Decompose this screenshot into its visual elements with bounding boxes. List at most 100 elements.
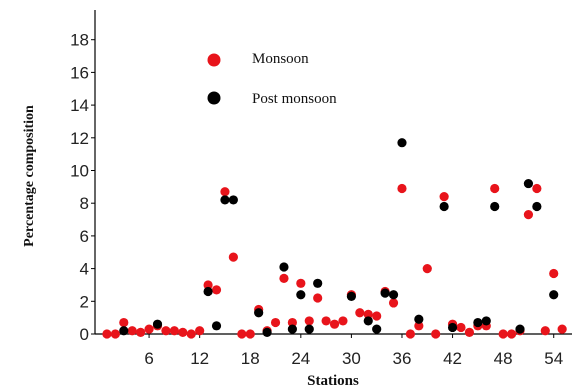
point-monsoon bbox=[270, 317, 281, 328]
point-post-monsoon bbox=[304, 324, 314, 334]
point-monsoon bbox=[540, 326, 550, 336]
point-post-monsoon bbox=[515, 324, 525, 334]
point-monsoon bbox=[523, 210, 534, 220]
point-monsoon bbox=[161, 326, 171, 336]
point-post-monsoon bbox=[481, 316, 491, 326]
point-monsoon bbox=[321, 316, 331, 326]
point-monsoon bbox=[110, 329, 120, 339]
x-tick-label: 36 bbox=[393, 349, 412, 368]
point-monsoon bbox=[178, 327, 188, 337]
point-monsoon bbox=[203, 280, 213, 290]
point-monsoon bbox=[549, 268, 559, 279]
legend-label-post-monsoon: Post monsoon bbox=[252, 91, 337, 107]
point-post-monsoon bbox=[119, 326, 129, 336]
y-tick-label: 2 bbox=[80, 292, 89, 311]
y-tick-label: 6 bbox=[80, 227, 89, 246]
point-monsoon bbox=[127, 326, 137, 336]
legend-label-monsoon: Monsoon bbox=[252, 51, 309, 67]
y-tick-label: 14 bbox=[70, 96, 89, 115]
point-post-monsoon bbox=[203, 286, 213, 297]
point-monsoon bbox=[228, 252, 238, 262]
point-monsoon bbox=[397, 183, 407, 194]
point-post-monsoon bbox=[262, 327, 272, 337]
x-tick-label: 42 bbox=[443, 349, 462, 368]
y-tick-label: 8 bbox=[80, 194, 89, 213]
point-post-monsoon bbox=[397, 138, 407, 148]
point-monsoon bbox=[439, 192, 449, 202]
point-post-monsoon bbox=[313, 278, 323, 288]
y-tick-label: 10 bbox=[70, 162, 89, 181]
x-tick-label: 18 bbox=[241, 349, 260, 368]
point-monsoon bbox=[237, 329, 247, 339]
point-post-monsoon bbox=[211, 321, 222, 331]
y-tick-label: 0 bbox=[80, 325, 89, 344]
legend-marker-monsoon bbox=[207, 53, 221, 67]
point-post-monsoon bbox=[490, 201, 500, 212]
point-monsoon bbox=[102, 329, 112, 339]
y-tick-label: 16 bbox=[70, 63, 89, 82]
point-monsoon bbox=[136, 327, 146, 337]
point-monsoon bbox=[498, 329, 508, 339]
legend: Monsoon Post monsoon bbox=[207, 51, 337, 107]
point-post-monsoon bbox=[473, 317, 483, 328]
point-monsoon bbox=[144, 324, 154, 334]
point-post-monsoon bbox=[372, 324, 382, 334]
x-tick-label: 48 bbox=[494, 349, 513, 368]
point-monsoon bbox=[119, 317, 129, 328]
data-points bbox=[102, 138, 567, 339]
point-post-monsoon bbox=[279, 262, 289, 272]
point-post-monsoon bbox=[388, 290, 399, 300]
point-post-monsoon bbox=[254, 308, 264, 318]
point-monsoon bbox=[195, 326, 205, 336]
point-monsoon bbox=[532, 183, 542, 194]
point-post-monsoon bbox=[549, 290, 559, 300]
x-axis-title: Stations bbox=[307, 373, 359, 389]
point-monsoon bbox=[355, 308, 365, 318]
point-monsoon bbox=[313, 293, 323, 303]
x-tick-label: 54 bbox=[544, 349, 563, 368]
x-tick-label: 30 bbox=[342, 349, 361, 368]
point-monsoon bbox=[431, 329, 441, 339]
point-post-monsoon bbox=[532, 201, 542, 212]
legend-marker-post-monsoon bbox=[207, 91, 221, 105]
y-ticks: 0 2 4 6 8 10 12 14 16 18 bbox=[70, 31, 95, 344]
point-monsoon bbox=[245, 329, 255, 339]
point-monsoon bbox=[363, 309, 373, 319]
point-monsoon bbox=[169, 326, 179, 336]
point-monsoon bbox=[329, 319, 340, 329]
point-monsoon bbox=[456, 322, 466, 333]
point-monsoon bbox=[304, 316, 314, 326]
point-monsoon bbox=[372, 311, 382, 321]
point-post-monsoon bbox=[287, 324, 297, 334]
y-tick-label: 12 bbox=[70, 129, 89, 148]
point-monsoon bbox=[220, 187, 230, 197]
point-post-monsoon bbox=[439, 201, 449, 212]
point-monsoon bbox=[338, 316, 348, 326]
x-ticks: 6 12 18 24 30 36 42 48 54 bbox=[144, 334, 563, 368]
point-post-monsoon bbox=[152, 319, 163, 329]
point-post-monsoon bbox=[523, 178, 534, 189]
point-monsoon bbox=[211, 285, 222, 295]
point-post-monsoon bbox=[346, 291, 356, 301]
y-axis-title: Percentage composition bbox=[22, 105, 37, 247]
point-monsoon bbox=[405, 329, 416, 339]
x-tick-label: 6 bbox=[144, 349, 153, 368]
point-monsoon bbox=[279, 273, 289, 284]
point-post-monsoon bbox=[220, 195, 230, 205]
point-post-monsoon bbox=[380, 288, 390, 298]
point-monsoon bbox=[464, 327, 475, 337]
point-monsoon bbox=[422, 264, 432, 274]
y-tick-label: 18 bbox=[70, 31, 89, 50]
x-tick-label: 12 bbox=[190, 349, 209, 368]
point-post-monsoon bbox=[447, 322, 458, 333]
point-post-monsoon bbox=[414, 314, 424, 324]
point-monsoon bbox=[186, 329, 196, 339]
point-post-monsoon bbox=[296, 290, 306, 300]
point-monsoon bbox=[506, 329, 517, 339]
point-monsoon bbox=[557, 324, 567, 334]
point-post-monsoon bbox=[228, 195, 238, 205]
y-tick-label: 4 bbox=[80, 260, 89, 279]
point-post-monsoon bbox=[363, 316, 373, 326]
point-monsoon bbox=[490, 183, 500, 194]
